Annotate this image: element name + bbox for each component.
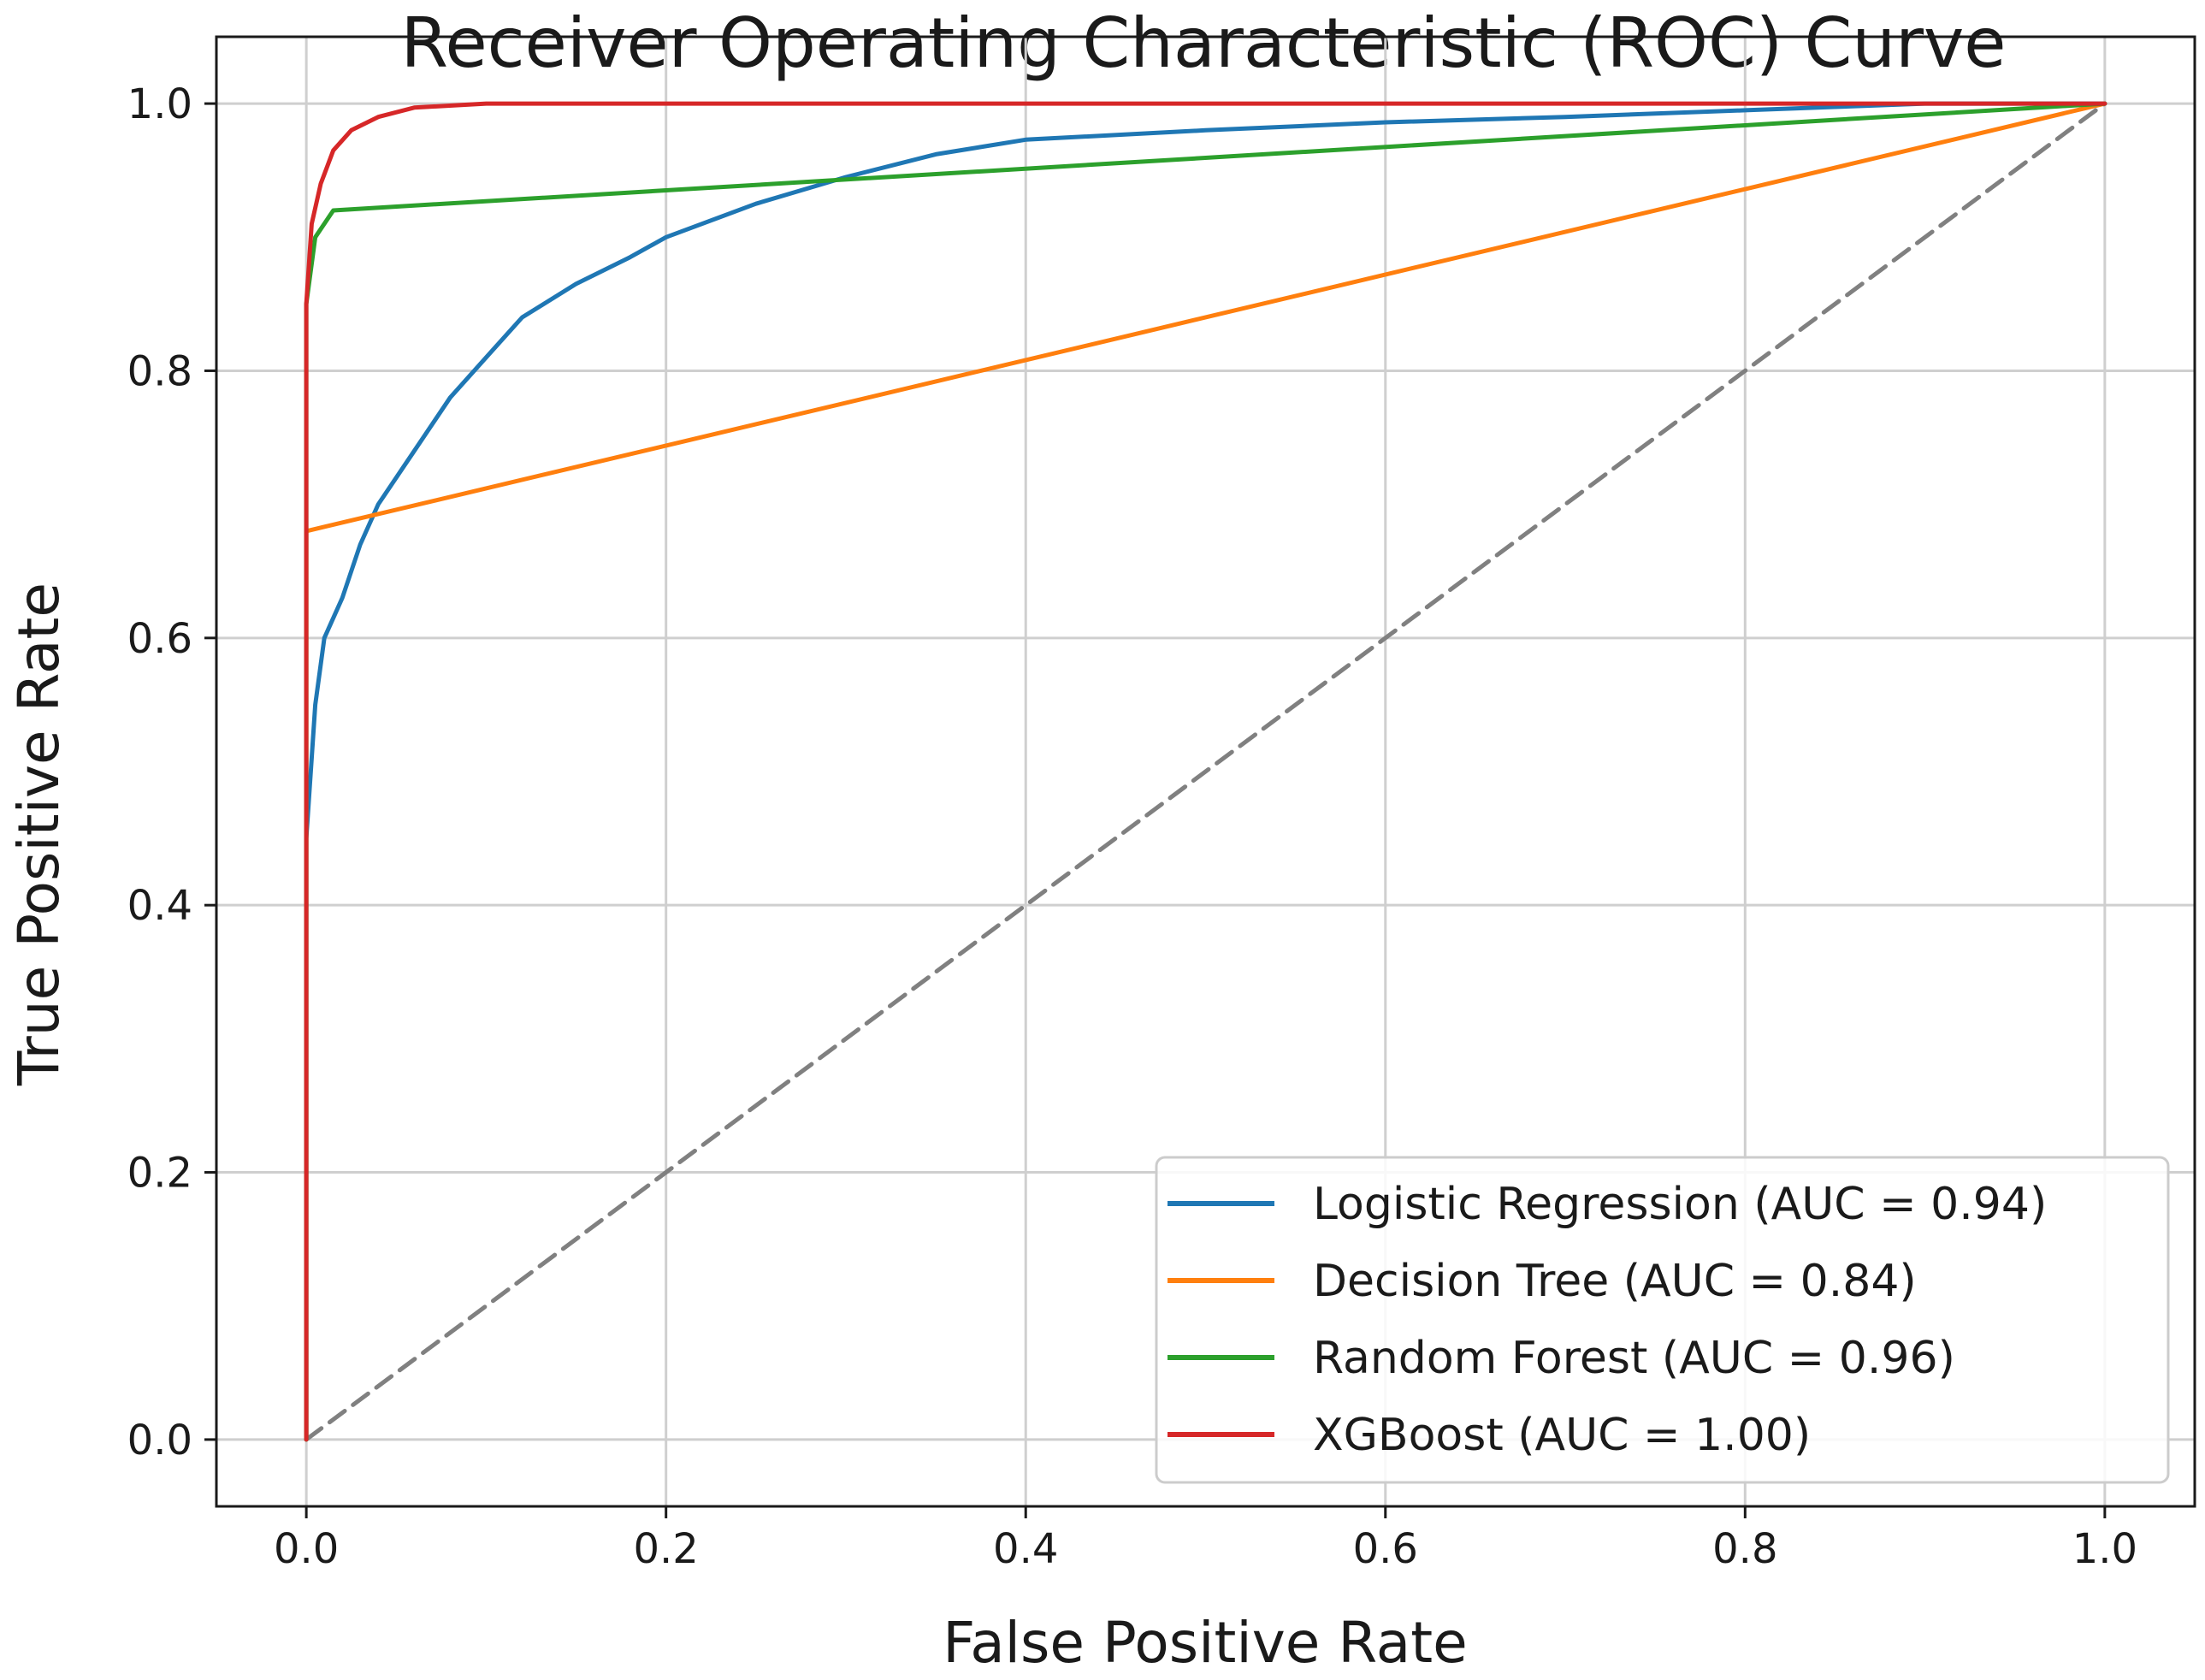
legend-label: Logistic Regression (AUC = 0.94) bbox=[1313, 1179, 2047, 1230]
x-tick-label: 0.0 bbox=[274, 1525, 339, 1573]
x-tick-label: 0.6 bbox=[1353, 1525, 1418, 1573]
legend-label: XGBoost (AUC = 1.00) bbox=[1313, 1410, 1811, 1461]
legend-label: Decision Tree (AUC = 0.84) bbox=[1313, 1256, 1917, 1307]
grid bbox=[216, 37, 2195, 1506]
chart-title: Receiver Operating Characteristic (ROC) … bbox=[400, 3, 2006, 83]
y-tick-label: 0.8 bbox=[127, 347, 192, 395]
series-line-chance bbox=[304, 101, 2107, 1442]
series-line-logistic-regression bbox=[304, 101, 2107, 1442]
x-tick-label: 0.4 bbox=[993, 1525, 1058, 1573]
series-line-xgboost bbox=[304, 101, 2107, 1442]
series-lines bbox=[304, 101, 2107, 1442]
legend-label: Random Forest (AUC = 0.96) bbox=[1313, 1333, 1955, 1384]
y-tick-label: 0.4 bbox=[127, 882, 192, 930]
x-tick-label: 1.0 bbox=[2072, 1525, 2137, 1573]
x-tick-label: 0.2 bbox=[634, 1525, 699, 1573]
plot-frame bbox=[215, 35, 2196, 1508]
y-tick-label: 0.0 bbox=[127, 1417, 192, 1464]
y-tick-label: 0.2 bbox=[127, 1150, 192, 1198]
y-tick-label: 0.6 bbox=[127, 615, 192, 663]
legend: Logistic Regression (AUC = 0.94) Decision… bbox=[1155, 1156, 2170, 1484]
x-axis-label: False Positive Rate bbox=[943, 1610, 1467, 1676]
x-tick-label: 0.8 bbox=[1712, 1525, 1777, 1573]
ticks: 0.0 0.2 0.4 0.6 0.8 1.0 0.0 0.2 0.4 0.6 0.8 1.0 bbox=[127, 80, 2137, 1573]
legend-box bbox=[1155, 1156, 2170, 1484]
y-tick-label: 1.0 bbox=[127, 80, 192, 128]
y-axis-label: True Positive Rate bbox=[6, 583, 72, 1086]
